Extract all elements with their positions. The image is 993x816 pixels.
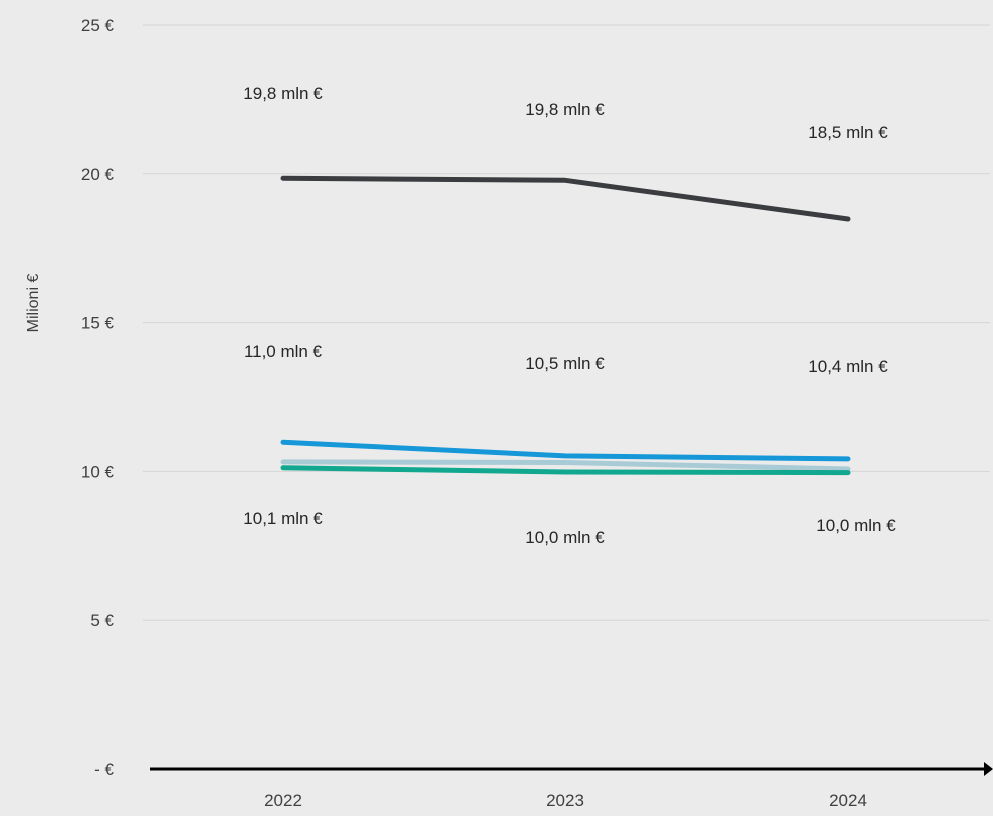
x-axis-arrow-icon bbox=[984, 762, 993, 776]
data-label: 10,4 mln € bbox=[808, 357, 888, 376]
y-axis-label: Milioni € bbox=[25, 274, 42, 333]
y-tick-label: - € bbox=[94, 760, 114, 779]
y-tick-label: 25 € bbox=[81, 16, 115, 35]
data-label: 19,8 mln € bbox=[525, 100, 605, 119]
series-line bbox=[280, 175, 851, 222]
y-tick-label: 5 € bbox=[90, 611, 114, 630]
x-axis bbox=[150, 762, 993, 776]
y-tick-labels: - € 5 € 10 € 15 € 20 € 25 € bbox=[81, 16, 115, 779]
series-line bbox=[280, 439, 851, 462]
series-line bbox=[280, 465, 851, 476]
data-label: 11,0 mln € bbox=[244, 342, 323, 361]
data-label: 10,1 mln € bbox=[243, 509, 323, 528]
x-tick-labels: 2022 2023 2024 bbox=[264, 791, 867, 810]
data-label: 18,5 mln € bbox=[808, 123, 888, 142]
x-tick-label: 2023 bbox=[546, 791, 584, 810]
x-tick-label: 2024 bbox=[829, 791, 867, 810]
data-labels: 19,8 mln € 19,8 mln € 18,5 mln € 11,0 mln €… bbox=[243, 84, 896, 547]
y-tick-label: 15 € bbox=[81, 314, 115, 333]
series-lines bbox=[280, 175, 851, 476]
y-tick-label: 10 € bbox=[81, 462, 115, 481]
x-tick-label: 2022 bbox=[264, 791, 302, 810]
data-label: 19,8 mln € bbox=[243, 84, 323, 103]
series-line bbox=[280, 459, 851, 472]
data-label: 10,5 mln € bbox=[525, 354, 605, 373]
data-label: 10,0 mln € bbox=[525, 528, 605, 547]
data-label: 10,0 mln € bbox=[816, 516, 896, 535]
y-tick-label: 20 € bbox=[81, 165, 115, 184]
